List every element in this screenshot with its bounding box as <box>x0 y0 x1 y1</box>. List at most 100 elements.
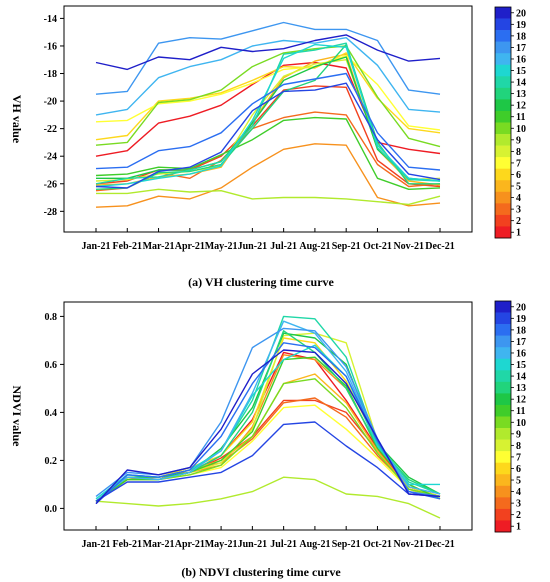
vh-x-tick-label: Aug-21 <box>299 241 330 252</box>
vh-series-line-4 <box>95 143 441 208</box>
ndvi-colorbar-label: 15 <box>516 360 526 371</box>
vh-colorbar-segment-18 <box>495 30 511 42</box>
vh-colorbar-segment-12 <box>495 99 511 112</box>
vh-colorbar-label: 8 <box>516 147 521 158</box>
vh-series-line-1 <box>95 61 441 157</box>
vh-y-tick-label: -28 <box>44 207 57 218</box>
vh-colorbar-segment-2 <box>495 214 511 227</box>
vh-y-tick-label: -20 <box>44 97 57 108</box>
ndvi-colorbar-segment-17 <box>495 335 511 348</box>
ndvi-colorbar-label: 9 <box>516 429 521 440</box>
ndvi-x-tick-label: Mar-21 <box>143 539 175 550</box>
ndvi-series-line-18 <box>95 342 441 505</box>
ndvi-colorbar-segment-12 <box>495 393 511 406</box>
vh-colorbar-segment-8 <box>495 145 511 158</box>
ndvi-colorbar-segment-13 <box>495 381 511 394</box>
vh-caption: (a) VH clustering time curve <box>188 275 334 289</box>
ndvi-y-axis-label: NDVI value <box>10 385 24 447</box>
ndvi-series-line-17 <box>95 327 441 498</box>
ndvi-colorbar-label: 11 <box>516 406 525 417</box>
ndvi-x-tick-label: Feb-21 <box>113 539 142 550</box>
vh-x-tick-label: Apr-21 <box>175 241 205 252</box>
vh-x-tick-label: Sep-21 <box>332 241 361 252</box>
vh-y-tick-label: -16 <box>44 41 57 52</box>
vh-chart: -14 -16 -18 -20 -22 -24 -26 -28 Jan-21 Feb-21 Mar… <box>10 5 526 289</box>
vh-colorbar-label: 11 <box>516 112 525 123</box>
vh-series-line-11 <box>95 116 441 191</box>
vh-colorbar-segment-11 <box>495 110 511 123</box>
ndvi-y-tick-label: 0.2 <box>45 456 58 467</box>
ndvi-x-tick-label: Jun-21 <box>238 539 267 550</box>
ndvi-colorbar-segment-4 <box>495 485 511 498</box>
vh-series-group <box>95 21 441 208</box>
ndvi-colorbar-label: 18 <box>516 325 526 336</box>
ndvi-colorbar-segment-10 <box>495 416 511 429</box>
ndvi-colorbar-label: 4 <box>516 487 521 498</box>
vh-colorbar-label: 15 <box>516 66 526 77</box>
vh-colorbar-label: 6 <box>516 170 521 181</box>
vh-y-tick-label: -14 <box>44 14 57 25</box>
ndvi-colorbar-segment-18 <box>495 324 511 336</box>
ndvi-x-tick-label: Jul-21 <box>270 539 297 550</box>
vh-colorbar-segment-6 <box>495 168 511 181</box>
ndvi-y-tick-label: 0.4 <box>45 408 58 419</box>
ndvi-colorbar-segment-9 <box>495 428 511 440</box>
vh-colorbar-segment-13 <box>495 87 511 100</box>
ndvi-colorbar-label: 12 <box>516 395 526 406</box>
vh-colorbar-label: 20 <box>516 8 526 19</box>
ndvi-series-line-9 <box>95 476 441 519</box>
vh-colorbar-segment-14 <box>495 76 511 89</box>
vh-colorbar-label: 2 <box>516 216 521 227</box>
ndvi-x-tick-label: Aug-21 <box>299 539 330 550</box>
ndvi-colorbar-segment-6 <box>495 462 511 475</box>
vh-x-tick-label: Jun-21 <box>238 241 267 252</box>
vh-colorbar-segment-10 <box>495 122 511 135</box>
vh-series-line-17 <box>95 21 441 95</box>
ndvi-y-tick-label: 0.8 <box>45 312 58 323</box>
vh-colorbar-label: 17 <box>516 43 526 54</box>
vh-series-line-18 <box>95 72 441 171</box>
vh-colorbar-label: 18 <box>516 31 526 42</box>
ndvi-x-tick-label: May-21 <box>205 539 238 550</box>
ndvi-colorbar-label: 16 <box>516 348 526 359</box>
vh-x-tick-label: May-21 <box>205 241 238 252</box>
vh-x-tick-label: Oct-21 <box>363 241 392 252</box>
ndvi-colorbar-frame <box>494 300 512 533</box>
vh-colorbar-label: 9 <box>516 135 521 146</box>
ndvi-colorbar-label: 1 <box>516 522 521 533</box>
ndvi-x-tick-label: Sep-21 <box>332 539 361 550</box>
vh-colorbar-segment-7 <box>495 157 511 169</box>
ndvi-colorbar-label: 8 <box>516 441 521 452</box>
vh-colorbar-segment-17 <box>495 41 511 54</box>
ndvi-plot-frame <box>63 301 473 531</box>
vh-x-tick-label: Feb-21 <box>113 241 142 252</box>
vh-x-tick-label: Dec-21 <box>425 241 454 252</box>
ndvi-series-line-19 <box>95 421 441 502</box>
vh-x-tick-label: Mar-21 <box>143 241 175 252</box>
ndvi-series-line-7 <box>95 404 441 502</box>
vh-colorbar-label: 5 <box>516 182 521 193</box>
vh-y-tick-label: -24 <box>44 152 57 163</box>
ndvi-colorbar-segment-16 <box>495 347 511 360</box>
ndvi-x-tick-label: Nov-21 <box>393 539 424 550</box>
vh-colorbar-label: 14 <box>516 78 526 89</box>
ndvi-colorbar-segment-3 <box>495 497 511 510</box>
vh-colorbar-segment-4 <box>495 191 511 204</box>
vh-series-line-16 <box>95 37 441 116</box>
vh-colorbar-segment-16 <box>495 53 511 66</box>
ndvi-colorbar-label: 7 <box>516 452 521 463</box>
vh-colorbar-segment-19 <box>495 18 511 31</box>
ndvi-x-tick-label: Jan-21 <box>82 539 111 550</box>
vh-plot-frame <box>63 5 473 233</box>
ndvi-series-group <box>95 315 441 519</box>
ndvi-colorbar-segment-7 <box>495 451 511 463</box>
ndvi-colorbar-segment-19 <box>495 312 511 325</box>
ndvi-y-axis: 0.8 0.6 0.4 0.2 0.0 <box>45 312 64 515</box>
vh-colorbar-label: 16 <box>516 54 526 65</box>
vh-colorbar-segment-3 <box>495 203 511 216</box>
vh-colorbar-label: 3 <box>516 205 521 216</box>
ndvi-colorbar-segment-14 <box>495 370 511 383</box>
